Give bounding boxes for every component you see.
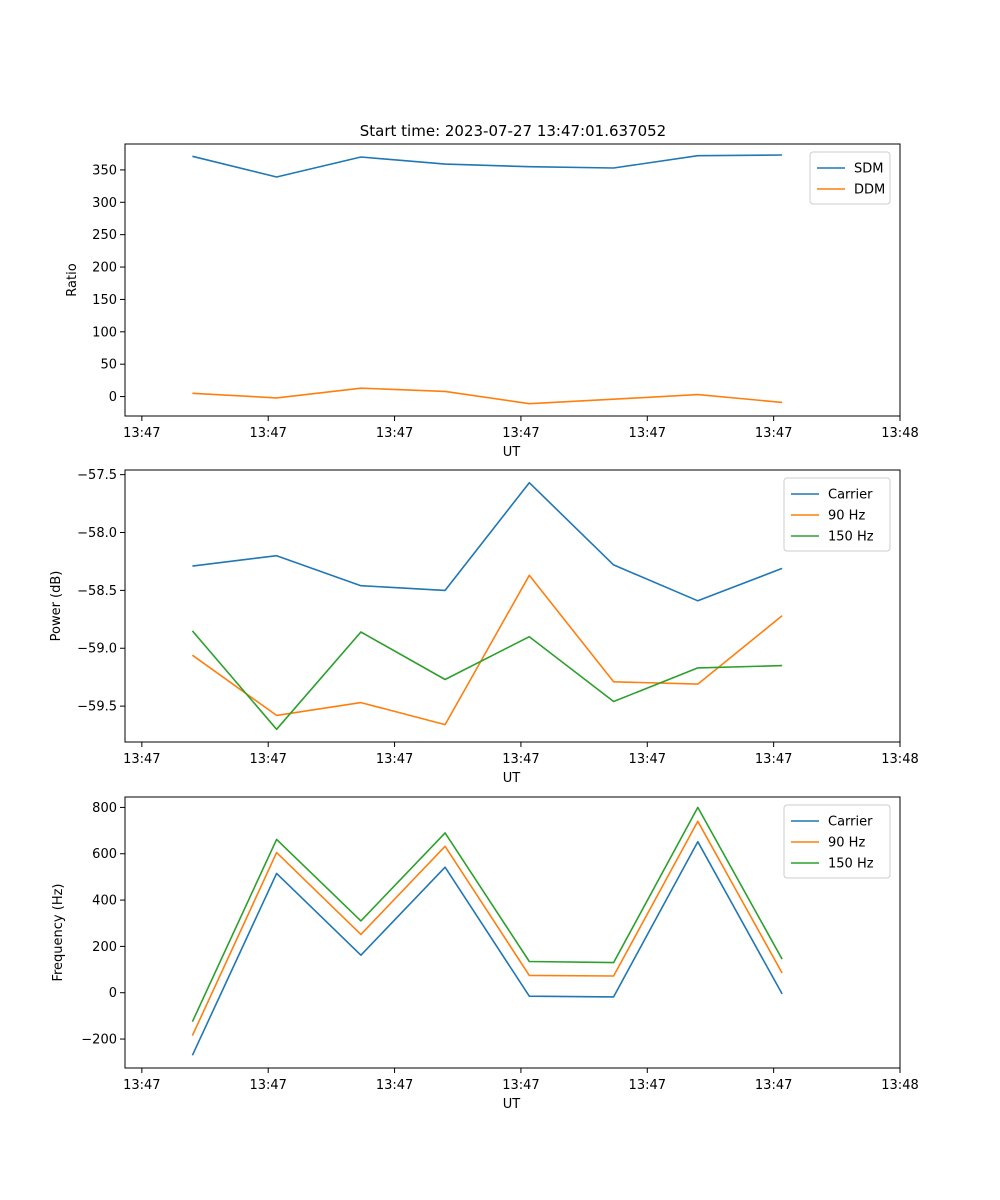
y-tick-label: 200	[92, 940, 117, 955]
x-tick-label: 13:47	[376, 1078, 413, 1093]
legend-box	[783, 477, 891, 552]
y-tick-label: 0	[109, 390, 117, 405]
y-tick-label: 400	[92, 894, 117, 909]
legend: Carrier 90 Hz 150 Hz	[783, 804, 891, 879]
x-tick-label: 13:47	[123, 426, 160, 441]
x-tick-label: 13:47	[502, 426, 539, 441]
y-tick-label: −59.0	[77, 642, 117, 657]
legend-label-150-hz: 150 Hz	[828, 530, 874, 545]
y-tick-label: 800	[92, 801, 117, 816]
y-tick-label: 350	[92, 163, 117, 178]
x-tick-label: 13:47	[629, 426, 666, 441]
x-tick-label: 13:47	[249, 752, 286, 767]
y-tick-label: −58.0	[77, 526, 117, 541]
series-line-90-hz	[191, 820, 783, 1036]
x-tick-label: 13:47	[502, 752, 539, 767]
y-tick-label: 600	[92, 847, 117, 862]
x-tick-label: 13:47	[755, 1078, 792, 1093]
y-tick-label: −200	[81, 1033, 117, 1048]
y-tick-label: 100	[92, 325, 117, 340]
axes-frame	[124, 143, 901, 417]
legend-label-90-hz: 90 Hz	[828, 836, 865, 851]
series-line-ddm	[192, 387, 783, 405]
legend-label-150-hz: 150 Hz	[828, 857, 874, 872]
legend-label-carrier: Carrier	[828, 488, 873, 503]
x-tick-label: 13:47	[123, 752, 160, 767]
x-tick-label: 13:47	[755, 426, 792, 441]
legend: Carrier 90 Hz 150 Hz	[783, 477, 891, 552]
y-tick-label: 250	[92, 228, 117, 243]
legend-label-ddm: DDM	[854, 183, 885, 198]
power-panel: 13:47 13:47 13:47 13:47 13:47 13:47 13:48 −59.5…	[49, 468, 919, 786]
x-tick-label: 13:48	[881, 426, 918, 441]
x-tick-label: 13:48	[881, 1078, 918, 1093]
x-axis-label: UT	[503, 771, 521, 786]
axes-frame	[124, 469, 901, 743]
x-tick-label: 13:47	[376, 752, 413, 767]
legend-box	[783, 804, 891, 879]
x-tick-label: 13:47	[629, 752, 666, 767]
x-tick-label: 13:48	[881, 752, 918, 767]
x-tick-label: 13:47	[629, 1078, 666, 1093]
legend: SDM DDM	[809, 151, 891, 205]
y-axis-label: Ratio	[65, 263, 80, 296]
y-tick-label: 300	[92, 196, 117, 211]
x-tick-label: 13:47	[123, 1078, 160, 1093]
series-line-150-hz	[191, 806, 783, 1023]
y-tick-label: 0	[109, 986, 117, 1001]
legend-label-sdm: SDM	[854, 162, 883, 177]
y-tick-label: −58.5	[77, 584, 117, 599]
x-tick-label: 13:47	[502, 1078, 539, 1093]
y-tick-label: 200	[92, 261, 117, 276]
y-tick-label: 50	[100, 358, 117, 373]
figure-title: Start time: 2023-07-27 13:47:01.637052	[360, 122, 666, 140]
x-tick-label: 13:47	[376, 426, 413, 441]
ratio-panel: 13:47 13:47 13:47 13:47 13:47 13:47 13:48 0 50 10…	[65, 143, 919, 460]
series-line-sdm	[192, 154, 783, 178]
y-tick-label: −57.5	[77, 468, 117, 483]
x-axis-label: UT	[503, 445, 521, 460]
x-tick-label: 13:47	[249, 426, 286, 441]
y-tick-label: −59.5	[77, 700, 117, 715]
axes-frame	[124, 796, 901, 1069]
series-line-carrier	[191, 840, 783, 1056]
x-tick-label: 13:47	[249, 1078, 286, 1093]
y-tick-label: 150	[92, 293, 117, 308]
frequency-panel: 13:47 13:47 13:47 13:47 13:47 13:47 13:48 −200 0…	[51, 796, 919, 1112]
legend-label-90-hz: 90 Hz	[828, 509, 865, 524]
y-axis-label: Frequency (Hz)	[51, 883, 66, 981]
y-axis-label: Power (dB)	[49, 571, 64, 642]
x-axis-label: UT	[503, 1097, 521, 1112]
series-line-carrier	[192, 481, 783, 602]
x-tick-label: 13:47	[755, 752, 792, 767]
legend-box	[809, 151, 891, 205]
legend-label-carrier: Carrier	[828, 815, 873, 830]
series-line-150-hz	[191, 630, 783, 731]
